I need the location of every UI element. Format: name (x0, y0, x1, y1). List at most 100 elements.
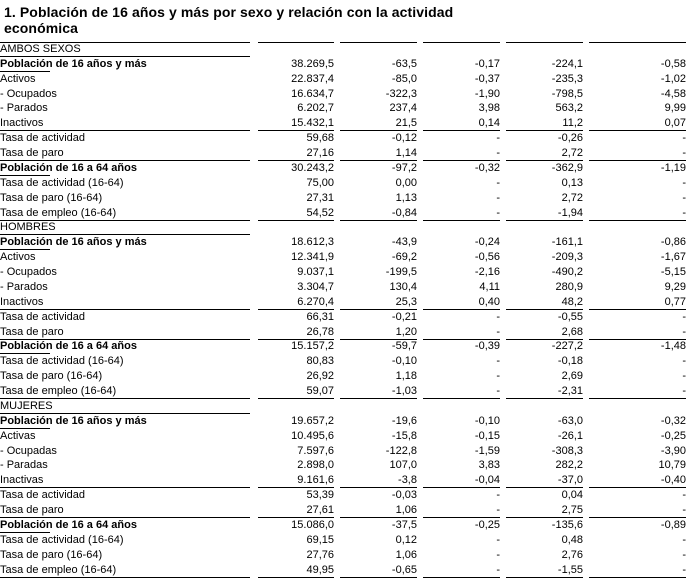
value-cell: -4,58 (660, 87, 686, 100)
value-cell: 0,12 (395, 533, 417, 546)
value-cell: 15.086,0 (291, 518, 334, 531)
value-cell: -0,10 (474, 414, 500, 427)
table-row-tasa-de-paro: Tasa de paro 27,16 1,14-2,72- (0, 146, 686, 161)
table-row-población-de-16-a-64-años: Población de 16 a 64 años 30.243,2 -97,2 -0… (0, 161, 686, 176)
value-cell: 22.837,4 (291, 72, 334, 85)
value-cell: 282,2 (555, 459, 583, 472)
value-cell: -0,04 (417, 473, 500, 489)
value-cell: 0,04 (561, 489, 583, 502)
value-cell: -0,56 (474, 251, 500, 264)
value-cell: - (682, 370, 686, 383)
value-cell: 6.270,4 (252, 294, 334, 310)
value-cell: 80,83 (306, 355, 334, 368)
value-cell: 2,75 (500, 503, 583, 518)
value-cell: -199,5 (385, 266, 417, 279)
row-label: Tasa de paro (16-64) (0, 370, 103, 383)
row-label: Tasa de actividad (0, 489, 85, 502)
value-cell: -0,25 (474, 518, 500, 531)
value-cell: - (583, 205, 686, 221)
value-cell: -798,5 (551, 87, 583, 100)
value-cell: - (417, 324, 500, 340)
value-cell: -15,8 (391, 429, 417, 442)
value-cell: -26,1 (557, 429, 583, 442)
table-row-tasa-de-paro: Tasa de paro 27,61 1,06-2,75- (0, 503, 686, 518)
table-row-tasa-de-empleo-16-64: Tasa de empleo (16-64) 59,07 -1,03- -2,31- (0, 384, 686, 399)
value-cell: 27,16 (252, 146, 334, 161)
row-label: Tasa de actividad (0, 132, 85, 145)
table-row-tasa-de-actividad: Tasa de actividad 59,68 -0,12 - -0,26 - (0, 131, 686, 146)
value-cell: 1,18 (395, 370, 417, 383)
table-row-activos: Activos 22.837,4 -85,0 -0,37 -235,3 -1,02 (0, 72, 686, 87)
value-cell: - (417, 146, 500, 161)
value-cell: - (417, 205, 500, 221)
value-cell: -2,16 (474, 266, 500, 279)
value-cell: -19,6 (391, 414, 417, 427)
value-cell: - (496, 191, 500, 204)
value-cell: 2,69 (561, 370, 583, 383)
value-cell: 59,68 (306, 132, 334, 145)
value-cell: - (496, 489, 500, 502)
value-cell: -0,58 (660, 57, 686, 70)
value-cell: 0,77 (583, 294, 686, 310)
value-cell: -63,5 (391, 57, 417, 70)
row-label: - Parados (0, 102, 48, 115)
value-cell: - (496, 176, 500, 189)
value-cell: 1,14 (334, 146, 417, 161)
table-row-tasa-de-actividad: Tasa de actividad 66,31 -0,21 - -0,55 - (0, 310, 686, 325)
value-cell: 19.657,2 (291, 414, 334, 427)
value-cell: -3,90 (660, 444, 686, 457)
value-cell: -59,7 (391, 340, 417, 353)
value-cell: 25,3 (334, 294, 417, 310)
value-cell: -37,5 (391, 518, 417, 531)
value-cell: - (583, 503, 686, 518)
value-cell: 53,39 (306, 489, 334, 502)
value-cell: 10,79 (658, 459, 686, 472)
row-label: Población de 16 a 64 años (0, 161, 252, 176)
table-row-tasa-de-actividad-16-64: Tasa de actividad (16-64) 75,00 0,00 - 0,13 - (0, 176, 686, 191)
value-cell: 75,00 (306, 176, 334, 189)
table-row-tasa-de-actividad-16-64: Tasa de actividad (16-64) 69,15 0,12 - 0,48 - (0, 533, 686, 548)
value-cell: 280,9 (555, 280, 583, 293)
value-cell: -0,18 (557, 355, 583, 368)
value-cell: -0,32 (660, 414, 686, 427)
value-cell: 563,2 (555, 102, 583, 115)
value-cell: -1,02 (660, 72, 686, 85)
value-cell: - (417, 503, 500, 518)
value-cell: 2,76 (561, 548, 583, 561)
value-cell: - (496, 132, 500, 145)
value-cell: 3,98 (478, 102, 500, 115)
value-cell: 0,00 (395, 176, 417, 189)
value-cell: - (583, 562, 686, 578)
value-cell: - (583, 324, 686, 340)
table-row-población-de-16-a-64-años: Población de 16 a 64 años 15.157,2 -59,7 -0… (0, 339, 686, 355)
section-spacer-cell (334, 221, 417, 236)
value-cell: 18.612,3 (291, 236, 334, 249)
value-cell: 38.269,5 (291, 57, 334, 70)
value-cell: 0,07 (583, 116, 686, 132)
row-label: Tasa de paro (16-64) (0, 548, 103, 561)
value-cell: 69,15 (306, 533, 334, 546)
value-cell: - (496, 310, 500, 323)
table-row-tasa-de-actividad-16-64: Tasa de actividad (16-64) 80,83 -0,10 - -0,1… (0, 354, 686, 369)
table-row-tasa-de-paro: Tasa de paro 26,78 1,20-2,68- (0, 324, 686, 340)
row-label: Población de 16 a 64 años (0, 518, 252, 533)
row-label: - Ocupadas (0, 444, 57, 457)
table-row-tasa-de-actividad: Tasa de actividad 53,39 -0,03 - 0,04 - (0, 488, 686, 503)
value-cell: 1,20 (334, 324, 417, 340)
section-header-label: MUJERES (0, 399, 252, 414)
row-label: Tasa de empleo (16-64) (0, 205, 252, 221)
value-cell: 7.597,6 (297, 444, 334, 457)
value-cell: 9,29 (664, 280, 686, 293)
value-cell: -0,86 (660, 236, 686, 249)
row-label: Inactivos (0, 294, 252, 310)
value-cell: - (682, 176, 686, 189)
row-label: Tasa de paro (16-64) (0, 191, 103, 204)
value-cell: -227,2 (551, 340, 583, 353)
row-label: Activos (0, 251, 36, 264)
value-cell: -0,65 (334, 562, 417, 578)
value-cell: -0,84 (334, 205, 417, 221)
value-cell: 2,72 (561, 191, 583, 204)
value-cell: -0,10 (391, 355, 417, 368)
population-table-body: AMBOS SEXOS Población de 16 años y más 38.… (0, 42, 686, 578)
value-cell: 0,48 (561, 533, 583, 546)
